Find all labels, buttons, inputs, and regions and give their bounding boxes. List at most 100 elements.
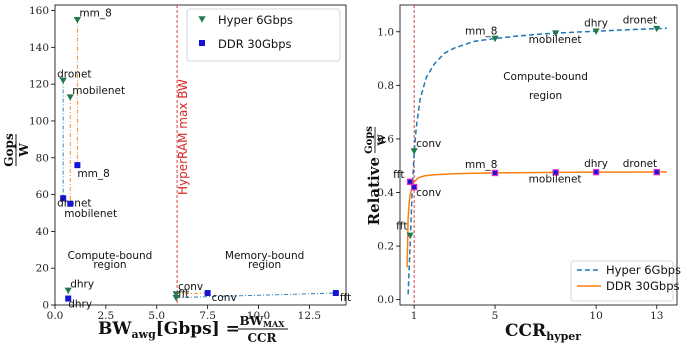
right-y-ticks: 0.0 0.2 0.4 0.6 0.8 1.0	[377, 26, 400, 306]
right-plot-frame	[399, 4, 678, 306]
left-x-tick-label: 5.0	[148, 310, 165, 322]
right-legend-label: DDR 30Gbps	[606, 279, 680, 293]
left-xlabel-num: BW	[240, 314, 264, 328]
left-legend-marker	[199, 40, 205, 46]
left-y-tick-label: 100	[29, 115, 49, 127]
right-point-inner	[493, 170, 498, 175]
right-point-label: mm_8	[465, 25, 497, 37]
right-x-axis-label: CCRhyper	[505, 321, 581, 343]
left-y-ticks: 0 20 40 60 80 100 120 140 160	[29, 5, 55, 312]
left-y-tick-label: 120	[29, 79, 49, 91]
right-y-tick-label: 0.4	[377, 187, 394, 199]
right-point	[552, 30, 560, 37]
right-x-ticks: 1 5 10 13	[411, 305, 663, 322]
right-legend: Hyper 6Gbps DDR 30Gbps	[570, 260, 681, 302]
left-point	[59, 77, 67, 85]
left-region-label: region	[93, 259, 126, 271]
left-point	[73, 17, 81, 24]
right-point-inner	[594, 170, 599, 175]
left-point-label: mm_8	[79, 8, 111, 20]
right-point-label: conv	[416, 138, 441, 150]
left-legend-label: DDR 30Gbps	[218, 37, 292, 51]
left-x-ticks: 0.0 2.5 5.0 7.5 10.0 12.5	[47, 305, 321, 322]
left-y-tick-label: 0	[42, 300, 49, 312]
left-point	[67, 200, 74, 207]
left-y-tick-label: 60	[36, 189, 49, 201]
right-xlabel-sub: hyper	[546, 330, 581, 343]
left-plot-frame	[54, 4, 347, 306]
right-point-label: conv	[416, 187, 441, 199]
right-y-tick-label: 0.0	[377, 294, 394, 306]
left-point	[172, 291, 180, 298]
left-connector-line	[176, 292, 208, 295]
left-x-tick-label: 10.0	[247, 310, 270, 322]
left-point	[332, 290, 339, 297]
right-point-inner	[412, 185, 417, 190]
left-ylabel-den: W	[17, 143, 31, 158]
right-xlabel-main: CCR	[505, 321, 547, 341]
left-x-tick-label: 12.5	[298, 310, 321, 322]
left-legend: Hyper 6Gbps DDR 30Gbps	[186, 8, 341, 62]
left-xlabel-sub: awg	[131, 328, 156, 341]
left-point-label: mm_8	[77, 168, 109, 180]
right-ylabel-num: Gops	[364, 126, 375, 154]
right-point	[592, 28, 600, 35]
left-y-tick-label: 140	[29, 42, 49, 54]
right-y-tick-label: 1.0	[377, 26, 394, 38]
right-point	[491, 35, 499, 43]
right-series-curve	[407, 27, 667, 295]
left-point-label: conv	[212, 292, 237, 304]
left-point-label: dronet	[57, 68, 91, 80]
right-point-label: mobilenet	[529, 34, 582, 46]
left-point	[204, 290, 211, 297]
left-x-tick-label: 2.5	[98, 310, 115, 322]
left-y-tick-label: 20	[36, 263, 49, 275]
right-x-tick-label: 1	[411, 310, 418, 322]
left-point	[66, 94, 74, 101]
right-point	[410, 148, 418, 155]
left-point-label: fft	[340, 292, 351, 304]
right-point-inner	[654, 170, 659, 175]
left-legend-marker	[198, 16, 206, 23]
left-limit-label: HyperRAM max BW	[176, 79, 190, 195]
left-connector-line	[176, 292, 336, 299]
right-point-label: mm_8	[465, 159, 497, 171]
left-point-label: mobilenet	[72, 85, 125, 97]
left-y-axis-label: Gops W	[2, 133, 31, 167]
left-point	[172, 294, 180, 302]
right-point-inner	[408, 179, 413, 184]
right-x-tick-label: 5	[492, 310, 499, 322]
right-region-label: Compute-bound	[503, 71, 588, 83]
left-y-tick-label: 40	[36, 226, 49, 238]
left-chart: 0.0 2.5 5.0 7.5 10.0 12.5 0 20 40 60 80 100 120 140 1…	[2, 4, 351, 345]
left-x-tick-label: 0.0	[47, 310, 64, 322]
right-legend-box	[570, 260, 674, 302]
svg-text:BWMAX: BWMAX	[240, 314, 286, 329]
right-x-tick-label: 13	[650, 310, 663, 322]
left-legend-label: Hyper 6Gbps	[218, 13, 293, 27]
right-point-label: mobilenet	[529, 173, 582, 185]
left-point-label: conv	[178, 281, 203, 293]
left-point-label: dhry	[68, 299, 92, 311]
right-point-label: dronet	[623, 15, 657, 27]
right-point	[653, 25, 661, 33]
right-point-inner	[553, 170, 558, 175]
left-x-tick-label: 7.5	[199, 310, 216, 322]
right-point-label: dhry	[584, 17, 608, 29]
left-legend-box	[186, 8, 341, 62]
left-hyperram-limit: HyperRAM max BW	[176, 5, 190, 305]
right-y-axis-label: Relative Gops W	[364, 126, 388, 226]
right-chart: 1 5 10 13 0.0 0.2 0.4 0.6 0.8 1.0 Compute-bound r…	[364, 4, 681, 343]
left-region-label: region	[248, 259, 281, 271]
left-point	[64, 287, 72, 294]
right-y-tick-label: 0.2	[377, 241, 394, 253]
right-legend-label: Hyper 6Gbps	[606, 263, 681, 277]
left-point	[60, 195, 67, 202]
right-x-tick-label: 10	[589, 310, 602, 322]
right-region-label: region	[529, 90, 562, 102]
left-xlabel-unit: [Gbps] =	[156, 319, 240, 339]
